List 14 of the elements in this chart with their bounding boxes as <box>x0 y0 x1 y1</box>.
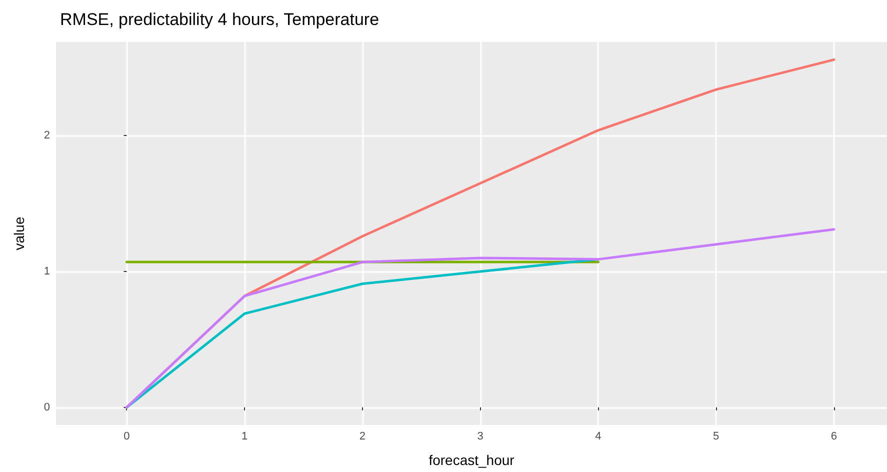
x-tick-label: 6 <box>830 430 838 442</box>
x-tick-label: 0 <box>124 430 130 442</box>
x-tick-label: 2 <box>359 430 366 442</box>
line-series <box>125 228 836 409</box>
x-tick-label: 1 <box>242 430 248 442</box>
x-tick-label: 4 <box>595 430 602 442</box>
x-axis-title: forecast_hour <box>428 452 515 468</box>
x-tick-label: 3 <box>477 430 484 442</box>
chart-title: RMSE, predictability 4 hours, Temperature <box>60 10 380 29</box>
x-tick-label: 5 <box>713 430 720 442</box>
y-tick-label: 1 <box>44 266 50 278</box>
y-tick-label: 2 <box>44 130 50 142</box>
y-axis-title: value <box>11 216 27 250</box>
y-tick-label: 0 <box>44 401 50 414</box>
